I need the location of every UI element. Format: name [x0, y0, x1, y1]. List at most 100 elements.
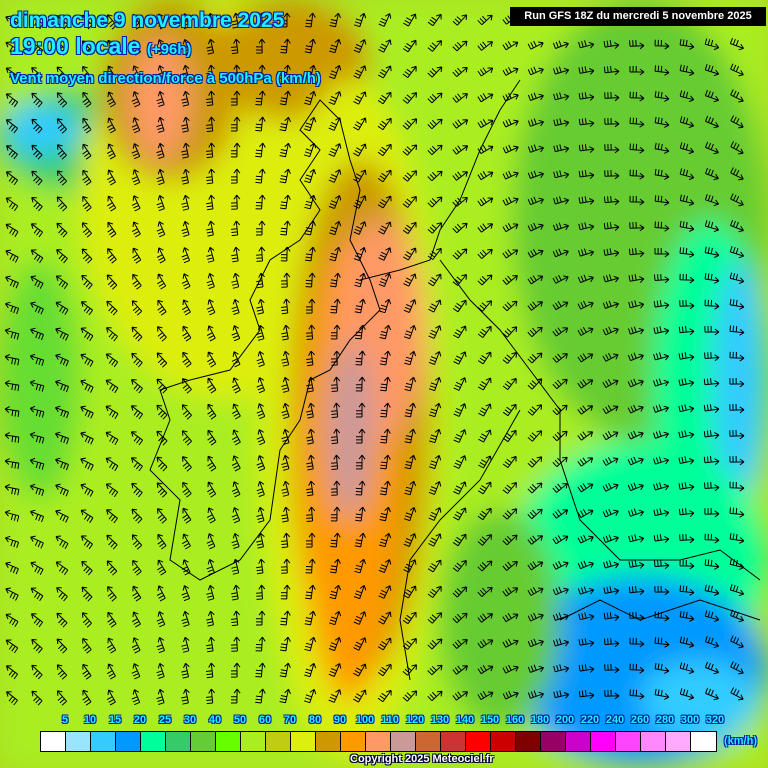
wind-barb-icon: [427, 40, 442, 52]
wind-barb-icon: [182, 507, 192, 524]
wind-barb-icon: [56, 612, 68, 628]
wind-barb-icon: [181, 662, 190, 679]
wind-barb-icon: [231, 455, 241, 472]
wind-barb-icon: [653, 378, 670, 387]
wind-barb-icon: [30, 561, 44, 575]
wind-barb-icon: [553, 118, 570, 127]
wind-barb-icon: [207, 481, 217, 498]
wind-barb-icon: [452, 612, 468, 624]
wind-barb-icon: [5, 275, 19, 289]
wind-barb-icon: [31, 197, 43, 212]
wind-barb-icon: [328, 64, 342, 80]
wind-barb-icon: [377, 637, 392, 651]
wind-barb-icon: [181, 220, 190, 237]
wind-barb-icon: [355, 376, 366, 392]
wind-barb-icon: [653, 456, 670, 465]
wind-barb-icon: [653, 326, 670, 335]
wind-barb-icon: [230, 142, 241, 158]
wind-barb-icon: [603, 248, 620, 257]
wind-barb-icon: [627, 404, 644, 414]
wind-barb-icon: [578, 66, 595, 75]
wind-barb-icon: [553, 196, 570, 205]
wind-barb-icon: [678, 378, 695, 387]
wind-barb-icon: [331, 376, 341, 392]
wind-barb-icon: [181, 404, 192, 420]
wind-barb-icon: [427, 585, 442, 598]
legend-swatch: [466, 732, 491, 751]
legend-label: 30: [183, 714, 197, 726]
wind-barb-icon: [304, 610, 316, 626]
wind-barb-icon: [206, 12, 215, 29]
wind-barb-icon: [207, 455, 217, 472]
wind-barb-icon: [306, 480, 315, 497]
wind-barb-icon: [404, 454, 417, 470]
wind-barb-icon: [404, 402, 416, 418]
wind-barb-icon: [156, 636, 165, 654]
wind-barb-icon: [306, 350, 315, 367]
wind-barb-icon: [603, 586, 620, 595]
forecast-date: dimanche 9 novembre 2025: [10, 9, 285, 32]
wind-barb-icon: [628, 586, 645, 595]
wind-barb-icon: [106, 91, 116, 108]
wind-barb-icon: [181, 90, 190, 107]
wind-barb-icon: [477, 300, 492, 312]
wind-barb-icon: [131, 457, 143, 472]
wind-barb-icon: [30, 15, 44, 30]
wind-barb-icon: [678, 456, 695, 465]
wind-barb-icon: [279, 662, 291, 678]
wind-barb-icon: [552, 222, 570, 231]
wind-barb-icon: [355, 506, 366, 522]
wind-barb-icon: [628, 300, 645, 309]
wind-barb-icon: [4, 380, 20, 392]
wind-barb-icon: [256, 532, 265, 549]
wind-barb-icon: [29, 509, 45, 523]
wind-barb-icon: [427, 664, 443, 676]
wind-barb-icon: [81, 274, 93, 290]
wind-barb-icon: [156, 194, 165, 212]
wind-barb-icon: [578, 248, 595, 257]
wind-barb-icon: [55, 561, 69, 576]
wind-barb-icon: [156, 116, 165, 133]
wind-barb-icon: [729, 455, 745, 466]
wind-barb-icon: [704, 220, 720, 233]
wind-barb-icon: [629, 91, 645, 102]
wind-barb-icon: [329, 246, 342, 262]
wind-barb-icon: [5, 639, 19, 654]
wind-barb-icon: [206, 116, 216, 133]
wind-barb-icon: [281, 480, 290, 497]
wind-barb-icon: [729, 351, 745, 362]
wind-barb-icon: [577, 586, 595, 595]
wind-barb-icon: [353, 143, 367, 157]
wind-barb-icon: [478, 455, 492, 469]
wind-barb-icon: [305, 272, 316, 288]
wind-barb-icon: [402, 611, 417, 625]
wind-barb-icon: [56, 118, 67, 134]
wind-barb-icon: [132, 560, 142, 576]
wind-barb-icon: [654, 195, 670, 206]
wind-barb-icon: [602, 431, 619, 441]
wind-barb-icon: [156, 482, 168, 498]
wind-barb-icon: [603, 222, 620, 231]
wind-barb-icon: [306, 376, 315, 393]
wind-barb-icon: [82, 689, 92, 706]
wind-barb-icon: [131, 637, 141, 654]
wind-barb-icon: [654, 65, 670, 76]
wind-barb-icon: [30, 613, 43, 628]
wind-barb-icon: [654, 248, 670, 258]
wind-barb-icon: [603, 560, 620, 569]
wind-barb-icon: [578, 638, 595, 647]
wind-barb-icon: [602, 378, 619, 388]
wind-barb-icon: [206, 272, 215, 290]
wind-barb-icon: [379, 298, 392, 314]
wind-barb-icon: [106, 560, 118, 576]
wind-barb-icon: [627, 378, 644, 388]
wind-barb-icon: [80, 353, 94, 367]
wind-barb-icon: [107, 65, 117, 82]
wind-barb-icon: [477, 14, 493, 26]
wind-barb-icon: [427, 273, 442, 287]
wind-barb-icon: [206, 168, 216, 185]
wind-barb-icon: [679, 168, 695, 181]
wind-barb-icon: [207, 429, 217, 446]
wind-barb-icon: [131, 117, 141, 134]
wind-barb-icon: [705, 687, 719, 701]
